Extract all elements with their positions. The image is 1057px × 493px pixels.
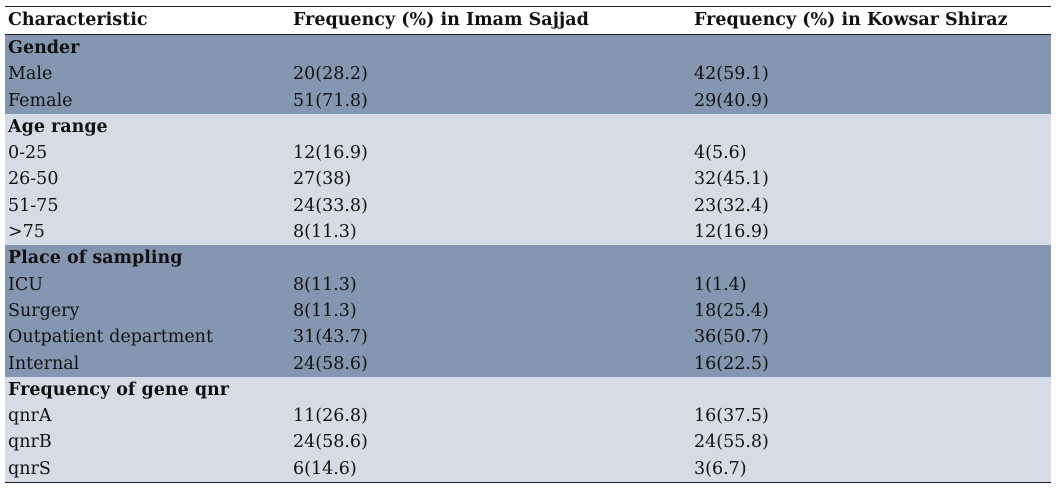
table-row: 51-75 24(33.8) 23(32.4) bbox=[5, 192, 1051, 220]
cell-imam-sajjad: 24(33.8) bbox=[290, 192, 691, 220]
cell-characteristic: qnrB bbox=[5, 429, 290, 456]
table-row: qnrB 24(58.6) 24(55.8) bbox=[5, 429, 1051, 456]
table-row: ICU 8(11.3) 1(1.4) bbox=[5, 271, 1051, 298]
table-row: qnrA 11(26.8) 16(37.5) bbox=[5, 403, 1051, 430]
cell-characteristic: >75 bbox=[5, 219, 290, 246]
cell-characteristic: 0-25 bbox=[5, 140, 290, 167]
cell-characteristic: Male bbox=[5, 61, 290, 88]
cell-imam-sajjad: 8(11.3) bbox=[290, 271, 691, 298]
cell-imam-sajjad: 24(58.6) bbox=[290, 350, 691, 377]
cell-kowsar-shiraz: 16(22.5) bbox=[691, 350, 1051, 377]
section-empty-cell bbox=[290, 245, 691, 272]
cell-kowsar-shiraz: 3(6.7) bbox=[691, 455, 1051, 483]
table-row: 0-25 12(16.9) 4(5.6) bbox=[5, 140, 1051, 167]
cell-characteristic: Internal bbox=[5, 350, 290, 377]
table-row: Male 20(28.2) 42(59.1) bbox=[5, 61, 1051, 88]
section-empty-cell bbox=[691, 245, 1051, 272]
cell-kowsar-shiraz: 29(40.9) bbox=[691, 87, 1051, 114]
cell-kowsar-shiraz: 32(45.1) bbox=[691, 166, 1051, 193]
cell-kowsar-shiraz: 24(55.8) bbox=[691, 429, 1051, 456]
cell-imam-sajjad: 31(43.7) bbox=[290, 324, 691, 351]
cell-imam-sajjad: 12(16.9) bbox=[290, 140, 691, 167]
cell-characteristic: Outpatient department bbox=[5, 324, 290, 351]
cell-kowsar-shiraz: 12(16.9) bbox=[691, 219, 1051, 246]
cell-kowsar-shiraz: 4(5.6) bbox=[691, 140, 1051, 167]
cell-kowsar-shiraz: 36(50.7) bbox=[691, 324, 1051, 351]
section-empty-cell bbox=[691, 113, 1051, 141]
section-row: Place of sampling bbox=[5, 245, 1051, 272]
table-row: >75 8(11.3) 12(16.9) bbox=[5, 219, 1051, 246]
cell-kowsar-shiraz: 16(37.5) bbox=[691, 403, 1051, 430]
table-row: 26-50 27(38) 32(45.1) bbox=[5, 166, 1051, 193]
cell-characteristic: qnrA bbox=[5, 403, 290, 430]
cell-kowsar-shiraz: 18(25.4) bbox=[691, 297, 1051, 325]
cell-characteristic: ICU bbox=[5, 271, 290, 298]
section-empty-cell bbox=[290, 376, 691, 404]
section-empty-cell bbox=[290, 34, 691, 62]
cell-imam-sajjad: 20(28.2) bbox=[290, 61, 691, 88]
cell-imam-sajjad: 6(14.6) bbox=[290, 455, 691, 483]
cell-characteristic: 26-50 bbox=[5, 166, 290, 193]
header-imam-sajjad: Frequency (%) in Imam Sajjad bbox=[290, 7, 691, 35]
frequency-table: Characteristic Frequency (%) in Imam Saj… bbox=[5, 7, 1051, 483]
section-title: Age range bbox=[5, 113, 290, 141]
section-row: Gender bbox=[5, 34, 1051, 62]
section-row: Age range bbox=[5, 113, 1051, 141]
header-kowsar-shiraz: Frequency (%) in Kowsar Shiraz bbox=[691, 7, 1051, 35]
cell-kowsar-shiraz: 23(32.4) bbox=[691, 192, 1051, 220]
cell-kowsar-shiraz: 42(59.1) bbox=[691, 61, 1051, 88]
section-row: Frequency of gene qnr bbox=[5, 376, 1051, 404]
table-row: qnrS 6(14.6) 3(6.7) bbox=[5, 455, 1051, 483]
section-title: Place of sampling bbox=[5, 245, 290, 272]
cell-imam-sajjad: 8(11.3) bbox=[290, 297, 691, 325]
table-body: Gender Male 20(28.2) 42(59.1) Female 51(71.8)… bbox=[5, 34, 1051, 483]
header-characteristic: Characteristic bbox=[5, 7, 290, 35]
cell-characteristic: Surgery bbox=[5, 297, 290, 325]
cell-characteristic: qnrS bbox=[5, 455, 290, 483]
cell-imam-sajjad: 51(71.8) bbox=[290, 87, 691, 114]
cell-imam-sajjad: 24(58.6) bbox=[290, 429, 691, 456]
cell-kowsar-shiraz: 1(1.4) bbox=[691, 271, 1051, 298]
section-empty-cell bbox=[691, 34, 1051, 62]
table-row: Surgery 8(11.3) 18(25.4) bbox=[5, 297, 1051, 325]
cell-characteristic: Female bbox=[5, 87, 290, 114]
cell-imam-sajjad: 11(26.8) bbox=[290, 403, 691, 430]
table-row: Outpatient department 31(43.7) 36(50.7) bbox=[5, 324, 1051, 351]
section-empty-cell bbox=[290, 113, 691, 141]
cell-imam-sajjad: 8(11.3) bbox=[290, 219, 691, 246]
cell-characteristic: 51-75 bbox=[5, 192, 290, 220]
section-title: Gender bbox=[5, 34, 290, 62]
table-row: Female 51(71.8) 29(40.9) bbox=[5, 87, 1051, 114]
frequency-table-container: Characteristic Frequency (%) in Imam Saj… bbox=[5, 6, 1051, 484]
section-empty-cell bbox=[691, 376, 1051, 404]
table-row: Internal 24(58.6) 16(22.5) bbox=[5, 350, 1051, 377]
table-header-row: Characteristic Frequency (%) in Imam Saj… bbox=[5, 7, 1051, 35]
section-title: Frequency of gene qnr bbox=[5, 376, 290, 404]
cell-imam-sajjad: 27(38) bbox=[290, 166, 691, 193]
